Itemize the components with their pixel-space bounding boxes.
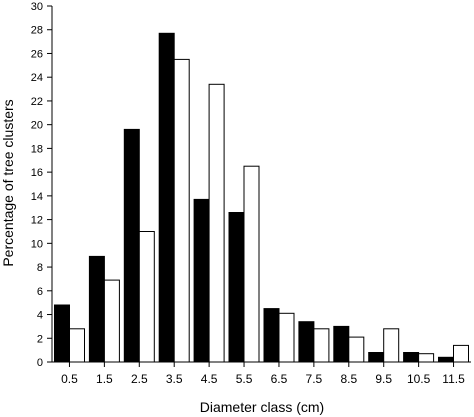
x-tick-label-9.5: 9.5 bbox=[375, 372, 392, 386]
bar-series-1-2.5 bbox=[123, 128, 140, 363]
x-tick-label-10.5: 10.5 bbox=[407, 372, 431, 386]
bar-series-2-5.5 bbox=[243, 165, 260, 363]
y-axis-title: Percentage of tree clusters bbox=[0, 99, 16, 266]
y-tick-label-2: 2 bbox=[37, 333, 43, 345]
y-tick-label-30: 30 bbox=[31, 1, 43, 13]
bar-series-2-7.5 bbox=[313, 328, 330, 363]
bar-series-1-10.5 bbox=[403, 352, 420, 363]
x-tick-label-5.5: 5.5 bbox=[236, 372, 253, 386]
bar-series-2-3.5 bbox=[173, 58, 190, 363]
bars-layer bbox=[54, 32, 469, 363]
bar-series-1-0.5 bbox=[54, 304, 70, 363]
y-tick-label-20: 20 bbox=[31, 120, 43, 132]
y-tick-label-26: 26 bbox=[31, 48, 43, 60]
bar-series-2-11.5 bbox=[453, 344, 469, 363]
y-tick-label-0: 0 bbox=[37, 357, 43, 369]
x-tick-label-7.5: 7.5 bbox=[306, 372, 323, 386]
y-tick-label-6: 6 bbox=[37, 286, 43, 298]
bar-series-1-1.5 bbox=[88, 255, 105, 363]
y-tick-label-14: 14 bbox=[31, 191, 43, 203]
x-tick-label-8.5: 8.5 bbox=[340, 372, 357, 386]
bar-series-1-3.5 bbox=[158, 32, 175, 363]
bar-series-1-7.5 bbox=[298, 321, 315, 363]
bar-series-1-4.5 bbox=[193, 198, 210, 363]
x-axis-title: Diameter class (cm) bbox=[200, 399, 324, 415]
x-tick-label-6.5: 6.5 bbox=[271, 372, 288, 386]
y-tick-label-16: 16 bbox=[31, 167, 43, 179]
x-tick-label-4.5: 4.5 bbox=[201, 372, 218, 386]
x-tick-label-11.5: 11.5 bbox=[442, 372, 465, 386]
bar-series-1-5.5 bbox=[228, 212, 245, 363]
y-tick-label-10: 10 bbox=[31, 238, 43, 250]
bar-series-1-8.5 bbox=[333, 325, 350, 363]
bar-series-1-11.5 bbox=[438, 356, 454, 363]
bar-series-2-0.5 bbox=[69, 328, 85, 363]
x-tick-label-2.5: 2.5 bbox=[131, 372, 148, 386]
x-tick-label-3.5: 3.5 bbox=[166, 372, 183, 386]
y-tick-label-24: 24 bbox=[31, 72, 43, 84]
bar-series-1-6.5 bbox=[263, 308, 280, 363]
y-tick-label-12: 12 bbox=[31, 215, 43, 227]
y-tick-label-22: 22 bbox=[31, 96, 43, 108]
x-tick-label-1.5: 1.5 bbox=[96, 372, 113, 386]
bar-series-2-1.5 bbox=[103, 279, 120, 363]
bar-series-2-4.5 bbox=[208, 83, 225, 363]
bar-series-2-6.5 bbox=[278, 312, 295, 363]
y-tick-label-4: 4 bbox=[37, 310, 43, 322]
bar-series-1-9.5 bbox=[368, 352, 385, 363]
y-tick-label-18: 18 bbox=[31, 143, 43, 155]
bar-series-2-10.5 bbox=[418, 353, 435, 363]
bar-series-2-2.5 bbox=[138, 231, 155, 363]
y-tick-label-8: 8 bbox=[37, 262, 43, 274]
bar-series-2-8.5 bbox=[348, 336, 365, 363]
x-tick-label-0.5: 0.5 bbox=[61, 372, 78, 386]
bar-series-2-9.5 bbox=[383, 328, 400, 363]
y-tick-label-28: 28 bbox=[31, 25, 43, 37]
